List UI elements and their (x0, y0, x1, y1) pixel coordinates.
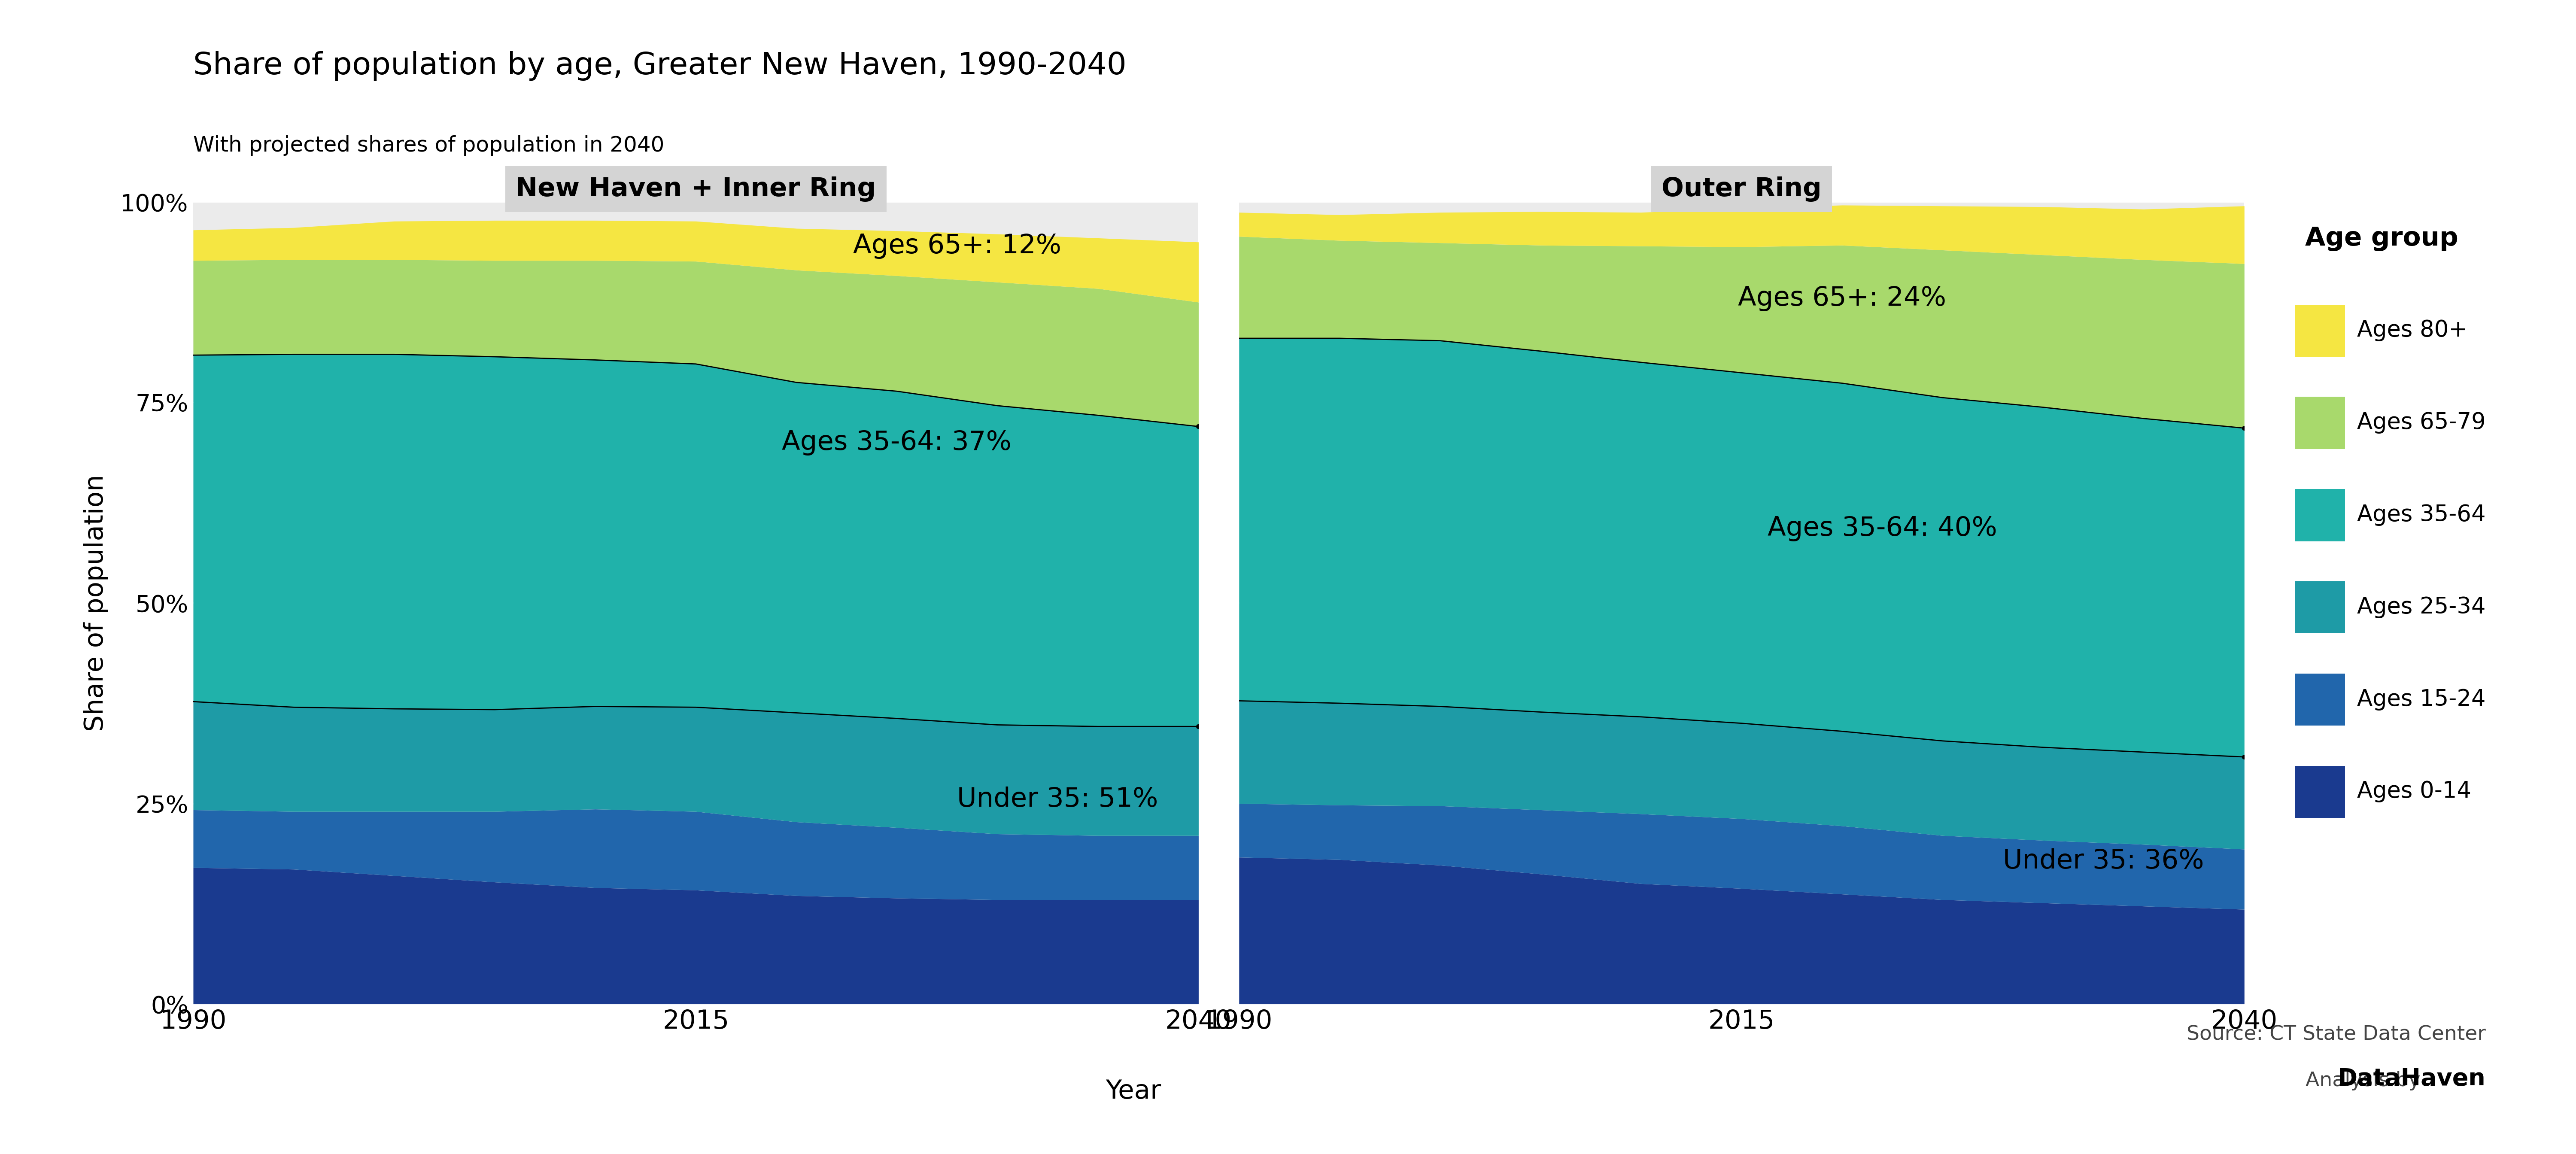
FancyBboxPatch shape (2295, 674, 2344, 726)
Y-axis label: Share of population: Share of population (82, 474, 108, 732)
Text: Ages 25-34: Ages 25-34 (2357, 595, 2486, 619)
FancyBboxPatch shape (2295, 305, 2344, 357)
Text: Ages 80+: Ages 80+ (2357, 320, 2468, 342)
Text: Year: Year (1105, 1079, 1162, 1104)
Text: Source: CT State Data Center: Source: CT State Data Center (2187, 1025, 2486, 1044)
Text: Ages 35-64: 37%: Ages 35-64: 37% (783, 429, 1012, 456)
Text: Age group: Age group (2306, 226, 2458, 252)
Text: With projected shares of population in 2040: With projected shares of population in 2… (193, 135, 665, 156)
Text: Ages 15-24: Ages 15-24 (2357, 688, 2486, 711)
Text: DataHaven: DataHaven (2339, 1067, 2486, 1091)
Title: Outer Ring: Outer Ring (1662, 177, 1821, 202)
FancyBboxPatch shape (2295, 489, 2344, 541)
Text: Ages 65+: 12%: Ages 65+: 12% (853, 233, 1061, 258)
FancyBboxPatch shape (2295, 766, 2344, 818)
Text: Ages 35-64: 40%: Ages 35-64: 40% (1767, 516, 1996, 541)
Text: Under 35: 51%: Under 35: 51% (958, 787, 1159, 812)
FancyBboxPatch shape (2295, 397, 2344, 449)
Text: Ages 65+: 24%: Ages 65+: 24% (1739, 285, 1947, 312)
Text: Ages 65-79: Ages 65-79 (2357, 411, 2486, 434)
Text: Share of population by age, Greater New Haven, 1990-2040: Share of population by age, Greater New … (193, 51, 1126, 81)
FancyBboxPatch shape (2295, 582, 2344, 634)
Title: New Haven + Inner Ring: New Haven + Inner Ring (515, 177, 876, 202)
Text: Under 35: 36%: Under 35: 36% (2002, 848, 2205, 874)
Text: Ages 0-14: Ages 0-14 (2357, 780, 2470, 802)
Text: Analysis by: Analysis by (2306, 1071, 2427, 1091)
Text: Ages 35-64: Ages 35-64 (2357, 503, 2486, 526)
